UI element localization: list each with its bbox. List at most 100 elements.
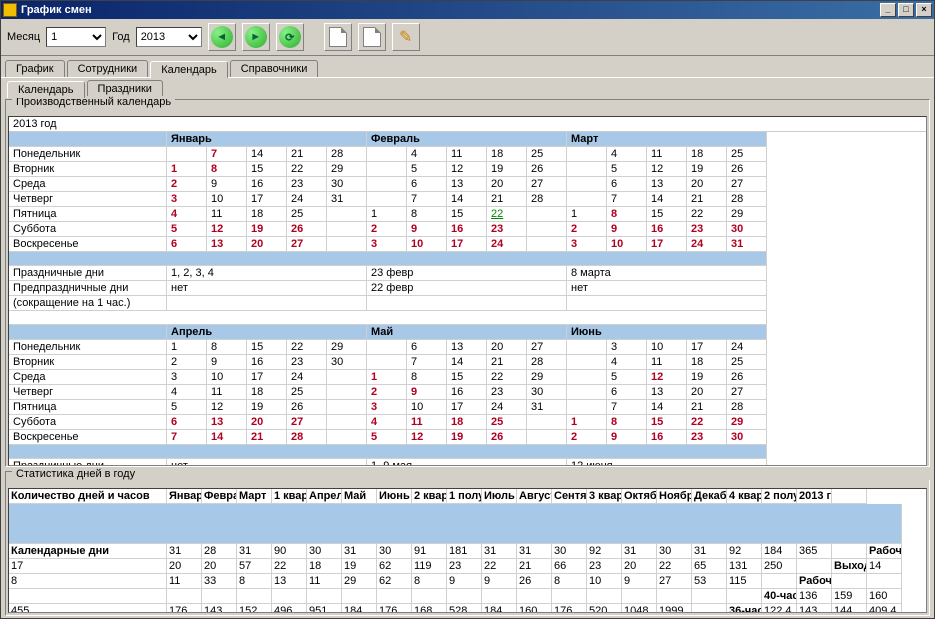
cell: 10 [207, 370, 247, 385]
stats-cell: Июль [482, 489, 517, 504]
stats-cell: 181 [447, 544, 482, 559]
cell: 31 [527, 400, 567, 415]
cell: 28 [287, 430, 327, 445]
cell: 1 [567, 415, 607, 430]
month-select[interactable]: 1 [46, 27, 106, 47]
cell: 7 [407, 192, 447, 207]
stats-cell: 11 [307, 574, 342, 589]
cell: 14 [447, 355, 487, 370]
tab-График[interactable]: График [5, 60, 65, 77]
stats-scroll[interactable]: Количество дней и часовЯнварьФевраМарт1 … [8, 488, 927, 613]
stats-cell: 115 [727, 574, 762, 589]
cell: 24 [727, 340, 767, 355]
cell: 26 [527, 162, 567, 177]
cell [367, 162, 407, 177]
cell: 6 [167, 415, 207, 430]
tab-Справочники[interactable]: Справочники [230, 60, 319, 77]
cell: нет [167, 281, 367, 296]
stats-cell: Ноябр [657, 489, 692, 504]
stats-cell: 30 [377, 544, 412, 559]
cell: 16 [647, 430, 687, 445]
edit-button[interactable]: ✎ [392, 23, 420, 51]
stats-cell: 22 [657, 559, 692, 574]
next-button[interactable]: ► [242, 23, 270, 51]
stats-cell: 143 [202, 604, 237, 613]
cell: 22 февр [367, 281, 567, 296]
stats-cell: 65 [692, 559, 727, 574]
cell [567, 162, 607, 177]
cell [367, 177, 407, 192]
stats-cell: 2 квар [412, 489, 447, 504]
cell: 26 [727, 370, 767, 385]
cell: 25 [527, 147, 567, 162]
stats-cell [587, 589, 622, 604]
maximize-button[interactable]: □ [898, 3, 914, 17]
stats-cell: 31 [482, 544, 517, 559]
prev-button[interactable]: ◄ [208, 23, 236, 51]
stats-cell: 23 [587, 559, 622, 574]
stats-cell: 20 [202, 559, 237, 574]
stats-cell: 8 [412, 574, 447, 589]
cell: 25 [727, 147, 767, 162]
cell: 7 [407, 355, 447, 370]
stats-cell: 13 [272, 574, 307, 589]
cell: 20 [247, 237, 287, 252]
stats-cell: 20 [167, 559, 202, 574]
refresh-button[interactable]: ⟳ [276, 23, 304, 51]
stats-cell [552, 589, 587, 604]
stats-cell: 131 [727, 559, 762, 574]
stats-cell: 455 [9, 604, 167, 613]
cell: 9 [407, 222, 447, 237]
cell: 23 [687, 430, 727, 445]
cell [527, 222, 567, 237]
close-button[interactable]: × [916, 3, 932, 17]
tab-Сотрудники[interactable]: Сотрудники [67, 60, 149, 77]
cell [567, 355, 607, 370]
cell [327, 430, 367, 445]
stats-cell: 176 [377, 604, 412, 613]
calendar-scroll[interactable]: 2013 год ЯнварьФевральМартПонедельник714… [8, 116, 927, 466]
cell: 23 [287, 177, 327, 192]
stats-cell: 90 [272, 544, 307, 559]
cell: 21 [287, 147, 327, 162]
stats-cell: Количество дней и часов [9, 489, 167, 504]
cell [9, 252, 767, 266]
stats-cell: 31 [167, 544, 202, 559]
stats-cell: 9 [447, 574, 482, 589]
cell: 1 [167, 162, 207, 177]
stats-cell: 122,4 [762, 604, 797, 613]
year-select[interactable]: 2013 [136, 27, 202, 47]
stats-cell [447, 589, 482, 604]
stats-cell: 8 [9, 574, 167, 589]
cell: 2 [567, 430, 607, 445]
minimize-button[interactable]: _ [880, 3, 896, 17]
cell: 19 [687, 370, 727, 385]
subtab-Праздники[interactable]: Праздники [87, 80, 163, 97]
stats-cell: Сентя [552, 489, 587, 504]
cell: (сокращение на 1 час.) [9, 296, 167, 311]
cell [567, 192, 607, 207]
cell: 2 [367, 222, 407, 237]
cell [567, 340, 607, 355]
doc-button-2[interactable] [358, 23, 386, 51]
cell: 11 [207, 207, 247, 222]
cell: 17 [247, 192, 287, 207]
cell: 19 [447, 430, 487, 445]
cell: 1, 9 мая [367, 459, 567, 466]
subtab-Календарь[interactable]: Календарь [7, 81, 85, 98]
cell: 26 [287, 400, 327, 415]
cell: Праздничные дни [9, 266, 167, 281]
stats-cell: 92 [727, 544, 762, 559]
cell: 5 [167, 400, 207, 415]
cell: 15 [247, 340, 287, 355]
cell: Вторник [9, 355, 167, 370]
cell [527, 415, 567, 430]
cell: 5 [167, 222, 207, 237]
stats-cell: 30 [307, 544, 342, 559]
stats-cell: 22 [482, 559, 517, 574]
tab-Календарь[interactable]: Календарь [150, 61, 228, 78]
cell: нет [567, 281, 767, 296]
cell [367, 296, 567, 311]
window-title: График смен [21, 4, 878, 16]
doc-button-1[interactable] [324, 23, 352, 51]
